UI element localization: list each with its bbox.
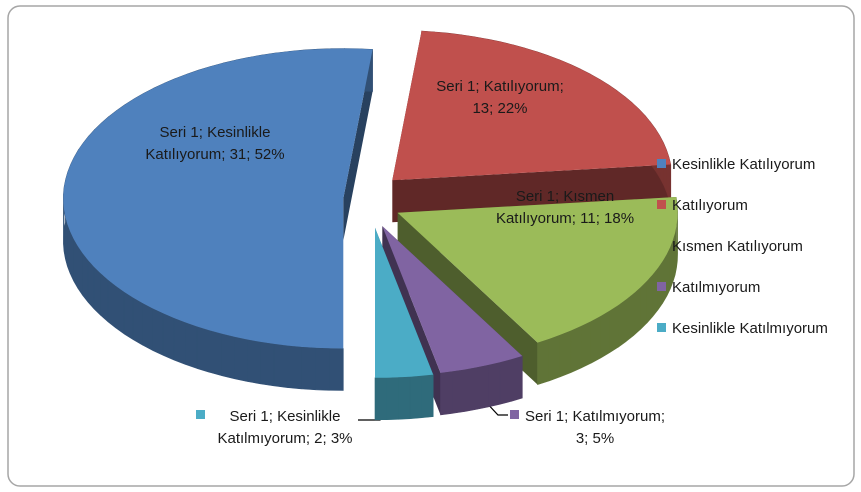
slice-wall [392, 31, 671, 223]
legend-label: Katılmıyorum [672, 279, 761, 296]
data-label: Seri 1; Kısmen Katılıyorum; 11; 18% [495, 188, 635, 227]
slice-top [392, 31, 671, 181]
slice-top [63, 48, 373, 349]
legend-item: Kesinlikle Katılıyorum [657, 156, 815, 173]
slice-side [440, 355, 523, 416]
legend-label: Kesinlikle Katılmıyorum [672, 320, 828, 337]
legend-item: Katılıyorum [657, 197, 748, 214]
pie-slice [63, 48, 373, 391]
legend-label: Katılıyorum [672, 197, 748, 214]
slice-top [382, 226, 523, 373]
pie-slice [374, 227, 434, 421]
legend-key [657, 241, 666, 250]
slice-side [537, 196, 678, 386]
legend-item: Kısmen Katılıyorum [657, 238, 803, 255]
legend-item: Katılmıyorum [657, 279, 760, 296]
pie-slice [382, 226, 523, 416]
legend-key [657, 159, 666, 168]
data-label: Seri 1; Katılmıyorum; 3; 5% [524, 408, 666, 447]
slice-top [375, 227, 434, 378]
legend-label: Kesinlikle Katılıyorum [672, 156, 816, 173]
slice-side [374, 374, 434, 421]
data-label: Seri 1; Kesinlikle Katılıyorum; 31; 52% [145, 124, 285, 163]
legend-key [657, 200, 666, 209]
legend-label: Kısmen Katılıyorum [672, 238, 803, 255]
pie-slice [397, 196, 678, 386]
slice-top [397, 197, 678, 343]
label-key [510, 410, 519, 419]
data-label: Seri 1; Katılıyorum; 13; 22% [436, 78, 564, 117]
data-label: Seri 1; Kesinlikle Katılmıyorum; 2; 3% [217, 408, 353, 447]
pie [63, 30, 678, 421]
label-key [196, 410, 205, 419]
legend-key [657, 282, 666, 291]
legend-item: Kesinlikle Katılmıyorum [657, 320, 828, 337]
legend-key [657, 323, 666, 332]
pie-slice [392, 30, 672, 223]
